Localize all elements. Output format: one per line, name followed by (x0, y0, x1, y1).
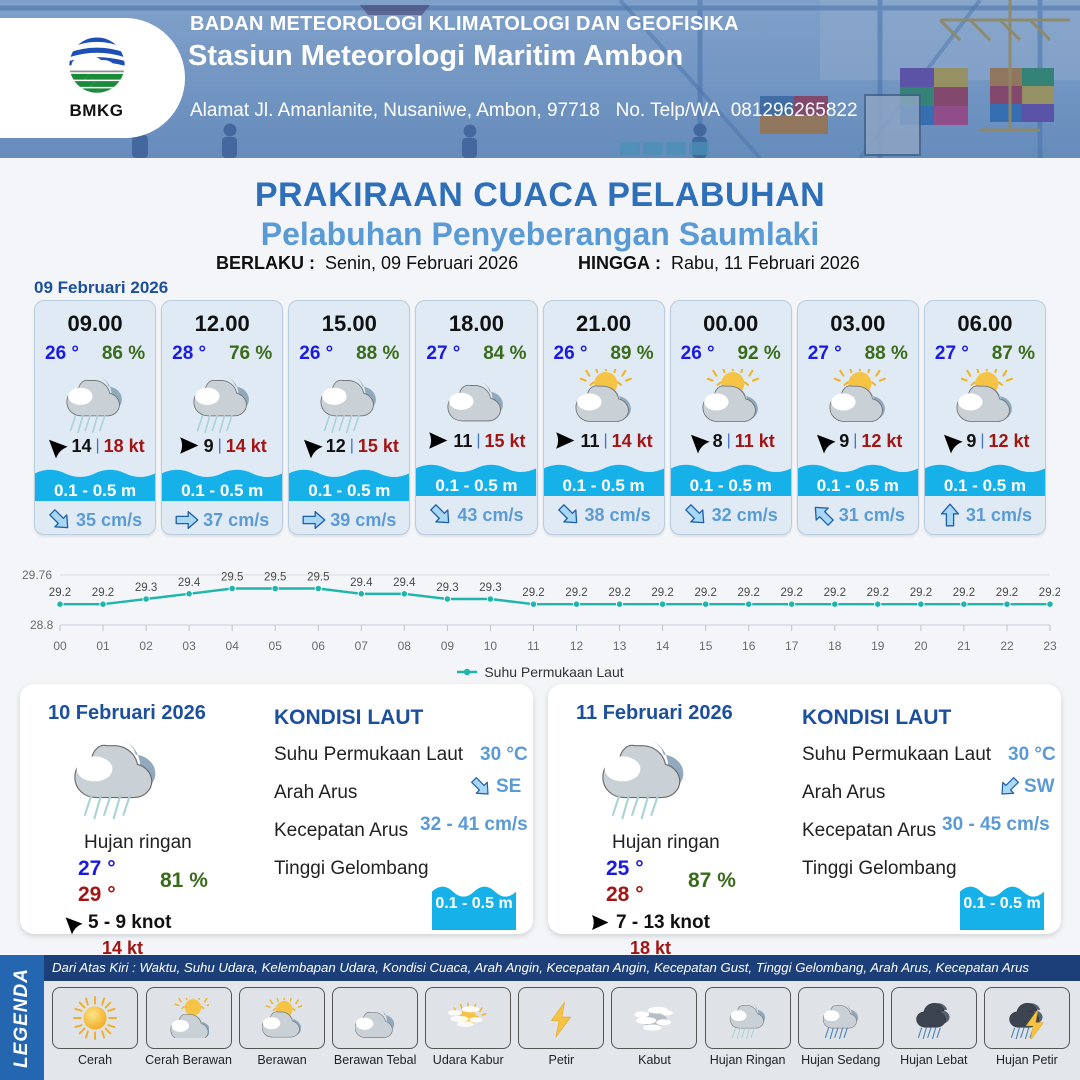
svg-text:07: 07 (355, 639, 369, 653)
svg-text:29.2: 29.2 (996, 587, 1018, 599)
svg-text:00: 00 (53, 639, 67, 653)
svg-text:03: 03 (182, 639, 196, 653)
svg-text:29.2: 29.2 (522, 587, 544, 599)
svg-text:23: 23 (1043, 639, 1057, 653)
svg-text:29.2: 29.2 (608, 587, 630, 599)
svg-text:15: 15 (699, 639, 713, 653)
svg-text:09: 09 (441, 639, 455, 653)
svg-text:29.2: 29.2 (92, 587, 114, 599)
svg-text:29.76: 29.76 (22, 568, 52, 582)
svg-text:29.2: 29.2 (910, 587, 932, 599)
svg-text:29.5: 29.5 (264, 572, 286, 584)
svg-text:20: 20 (914, 639, 928, 653)
svg-text:29.2: 29.2 (695, 587, 717, 599)
svg-text:08: 08 (398, 639, 412, 653)
svg-text:11: 11 (527, 639, 540, 653)
svg-text:29.3: 29.3 (479, 582, 501, 594)
svg-text:12: 12 (570, 639, 584, 653)
svg-text:13: 13 (613, 639, 627, 653)
svg-text:14: 14 (656, 639, 670, 653)
svg-text:16: 16 (742, 639, 756, 653)
svg-text:29.2: 29.2 (565, 587, 587, 599)
svg-text:29.5: 29.5 (307, 572, 329, 584)
svg-text:28.8: 28.8 (30, 618, 54, 632)
svg-text:18: 18 (828, 639, 842, 653)
svg-text:29.2: 29.2 (781, 587, 803, 599)
svg-text:04: 04 (226, 639, 240, 653)
svg-text:29.3: 29.3 (436, 582, 458, 594)
svg-text:29.5: 29.5 (221, 572, 243, 584)
svg-text:29.4: 29.4 (350, 577, 373, 589)
svg-text:01: 01 (96, 639, 110, 653)
svg-text:29.3: 29.3 (135, 582, 157, 594)
svg-text:29.2: 29.2 (1039, 587, 1060, 599)
svg-text:21: 21 (957, 639, 971, 653)
svg-text:19: 19 (871, 639, 885, 653)
svg-text:06: 06 (312, 639, 326, 653)
svg-text:22: 22 (1000, 639, 1014, 653)
svg-text:29.2: 29.2 (824, 587, 846, 599)
svg-text:29.2: 29.2 (738, 587, 760, 599)
svg-text:29.2: 29.2 (953, 587, 975, 599)
svg-text:29.4: 29.4 (178, 577, 201, 589)
svg-text:05: 05 (269, 639, 283, 653)
svg-text:29.4: 29.4 (393, 577, 416, 589)
svg-text:02: 02 (139, 639, 153, 653)
svg-text:29.2: 29.2 (651, 587, 673, 599)
svg-text:10: 10 (484, 639, 498, 653)
svg-text:29.2: 29.2 (867, 587, 889, 599)
svg-text:17: 17 (785, 639, 799, 653)
svg-text:29.2: 29.2 (49, 587, 71, 599)
